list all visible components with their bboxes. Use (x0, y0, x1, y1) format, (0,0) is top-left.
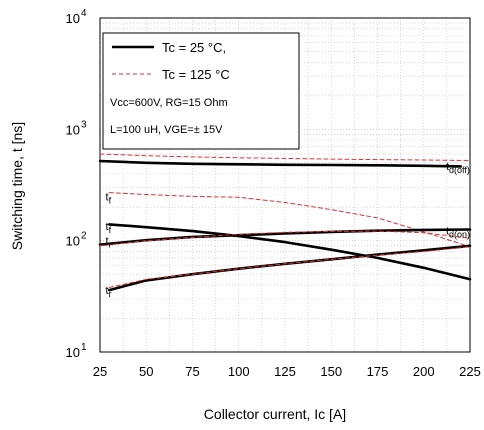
plot-frame (99, 17, 471, 353)
curve-label-2: tf (106, 221, 112, 235)
series-line-tr-125c (108, 246, 471, 288)
x-tick-label: 200 (413, 364, 435, 379)
x-tick-label: 175 (367, 364, 389, 379)
series-line-td-on-125c (99, 230, 471, 247)
y-tick-label: 10 (66, 11, 80, 26)
curve-label-0: td(off) (446, 161, 470, 175)
series-line-tf-25c (108, 223, 472, 281)
x-axis-label: Collector current, Ic [A] (204, 406, 346, 422)
y-axis-label: Switching time, t [ns] (9, 122, 25, 250)
curve-label-1: tf (106, 191, 112, 205)
series-line-td-off-125c (99, 153, 471, 161)
series-line-td-off-25c (98, 159, 463, 168)
x-tick-label: 125 (274, 364, 296, 379)
legend-box (102, 32, 300, 150)
series-line-tf-125c (108, 192, 471, 248)
legend: Tc = 25 °C, Tc = 125 °C Vcc=600V, RG=15 … (102, 32, 300, 150)
x-tick-label: 75 (185, 364, 199, 379)
x-tick-label: 150 (320, 364, 342, 379)
y-tick-exponent: 2 (81, 231, 87, 242)
y-tick-exponent: 4 (81, 8, 87, 19)
legend-label-25c: Tc = 25 °C, (162, 40, 226, 55)
curve-label-5: tr (106, 285, 112, 299)
x-tick-label: 100 (228, 364, 250, 379)
y-tick-label: 10 (66, 122, 80, 137)
y-tick-label: 10 (66, 345, 80, 360)
legend-condition-voltage: Vcc=600V, RG=15 Ohm (110, 97, 228, 109)
x-tick-label: 25 (93, 364, 107, 379)
legend-label-125c: Tc = 125 °C (162, 67, 230, 82)
curve-labels: td(off) tf tf td(on) tr tr (106, 161, 470, 299)
legend-condition-inductance: L=100 uH, VGE=± 15V (110, 124, 223, 136)
series-layer (98, 153, 472, 292)
y-tick-exponent: 3 (81, 119, 87, 130)
x-tick-labels: 25 50 75 100 125 150 175 200 225 (93, 364, 481, 379)
series-line-td-on-25c (98, 228, 472, 246)
y-tick-label: 10 (66, 234, 80, 249)
x-tick-label: 50 (139, 364, 153, 379)
y-tick-exponent: 1 (81, 342, 87, 353)
curve-label-3: td(on) (446, 225, 470, 239)
x-tick-label: 225 (459, 364, 481, 379)
curve-label-4: tr (106, 236, 112, 250)
